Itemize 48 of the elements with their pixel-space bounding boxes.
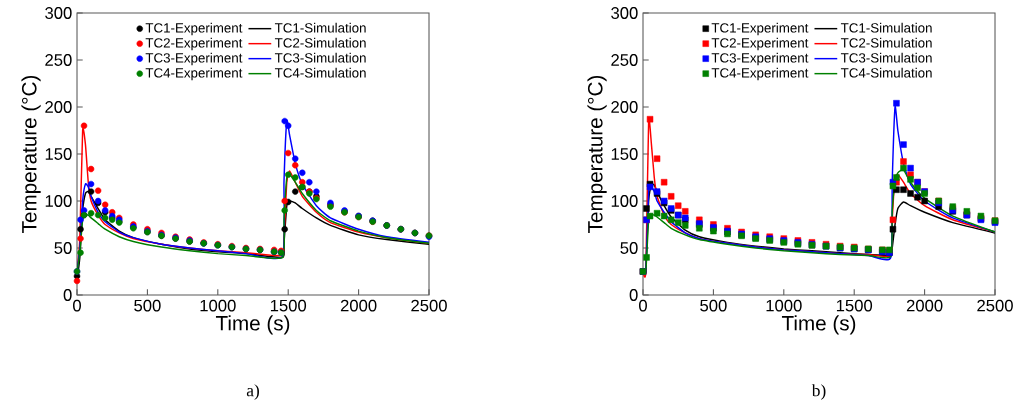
x-tick-label: 1500: [270, 299, 307, 312]
legend-label: TC1-Experiment: [145, 22, 243, 36]
legend-label: TC1-Simulation: [840, 22, 932, 33]
x-tick-label: 500: [134, 299, 161, 312]
legend-label: TC4-Experiment: [711, 67, 809, 81]
legend-label: TC4-Simulation: [274, 67, 366, 78]
y-axis-title: Temperature (°C): [587, 75, 607, 233]
legend-label: TC2-Simulation: [274, 37, 366, 48]
legend-label: TC2-Simulation: [840, 37, 932, 48]
x-tick-label: 1000: [766, 299, 802, 312]
legend-label: TC1-Experiment: [711, 22, 809, 36]
x-tick-label: 2000: [340, 299, 377, 312]
x-tick-label: 1000: [200, 299, 236, 312]
y-tick-label: 0: [63, 289, 72, 301]
legend-label: TC4-Simulation: [840, 67, 932, 78]
y-tick-label: 200: [611, 101, 638, 113]
y-tick-label: 50: [54, 242, 72, 254]
y-tick-label: 150: [45, 148, 72, 160]
y-tick-label: 100: [611, 195, 638, 207]
y-tick-label: 200: [45, 101, 72, 113]
x-tick-label: 2500: [977, 299, 1013, 312]
legend-label: TC3-Experiment: [711, 52, 809, 66]
legend-label: TC1-Simulation: [274, 22, 366, 33]
x-tick-label: 1500: [836, 299, 873, 312]
legend-label: TC3-Experiment: [145, 52, 243, 66]
x-tick-label: 0: [639, 299, 647, 312]
legend-label: TC3-Simulation: [274, 52, 366, 63]
y-axis-title: Temperature (°C): [21, 75, 41, 233]
x-tick-label: 2000: [906, 299, 943, 312]
legend-label: TC4-Experiment: [145, 67, 243, 81]
legend-label: TC2-Experiment: [711, 37, 809, 51]
text: b): [811, 384, 826, 400]
y-tick-label: 300: [45, 7, 72, 19]
text: a): [246, 384, 259, 400]
x-axis-title: Time (s): [781, 315, 856, 335]
y-tick-label: 250: [45, 54, 72, 66]
y-tick-label: 0: [629, 289, 638, 301]
x-tick-label: 500: [700, 299, 727, 312]
y-tick-label: 300: [611, 7, 638, 19]
y-tick-label: 100: [45, 195, 72, 207]
legend-label: TC2-Experiment: [145, 37, 243, 51]
y-tick-label: 150: [611, 148, 638, 160]
legend-label: TC3-Simulation: [840, 52, 932, 63]
x-tick-label: 0: [73, 299, 81, 312]
y-tick-label: 250: [611, 54, 638, 66]
y-tick-label: 50: [620, 242, 638, 254]
x-axis-title: Time (s): [215, 315, 290, 335]
x-tick-label: 2500: [411, 299, 447, 312]
